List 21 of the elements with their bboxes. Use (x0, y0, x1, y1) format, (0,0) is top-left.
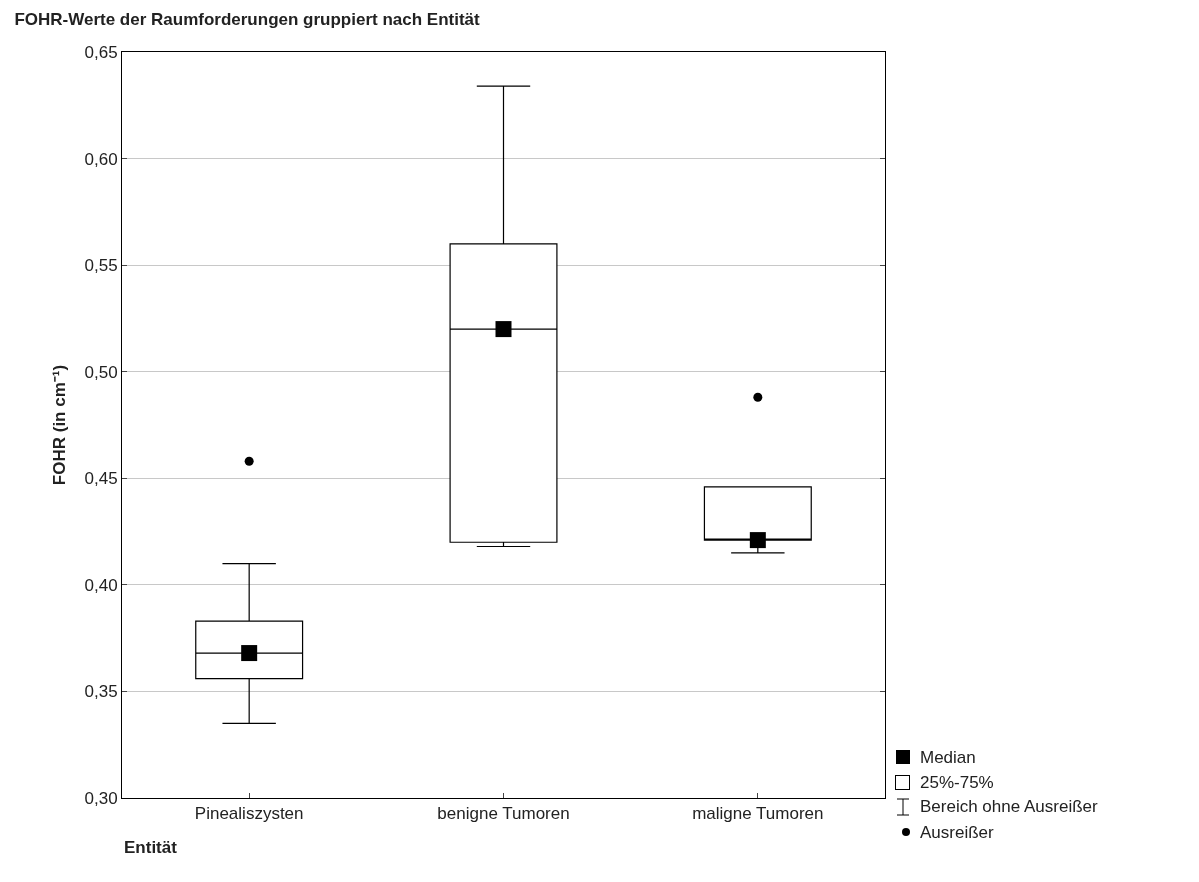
x-axis-title: Entität (124, 838, 178, 857)
x-tick-label: Pinealiszysten (194, 804, 304, 824)
y-tick-label: 0,40 (84, 575, 118, 595)
legend-label: Median (920, 748, 976, 767)
point (495, 321, 512, 338)
point (241, 645, 258, 662)
point (749, 532, 766, 549)
y-tick-label: 0,30 (84, 788, 118, 808)
y-tick-label: 0,45 (84, 469, 118, 489)
x-tick-label: benigne Tumoren (437, 804, 570, 824)
text: Ausreißer (920, 823, 995, 842)
y-tick-label: 0,35 (84, 682, 118, 702)
text: Bereich ohne Ausreißer (920, 797, 1098, 816)
y-tick-label: 0,60 (84, 149, 118, 169)
x-tick-label: maligne Tumoren (692, 804, 824, 824)
y-tick-label: 0,65 (84, 42, 118, 62)
y-tick-label: 0,50 (84, 362, 118, 382)
text: 25%-75% (920, 773, 994, 792)
y-axis-title: FOHR (in cm⁻¹) (50, 364, 70, 486)
chart-title: FOHR-Werte der Raumforderungen gruppiert nach Entität (14, 10, 481, 30)
y-tick-label: 0,55 (84, 256, 118, 276)
